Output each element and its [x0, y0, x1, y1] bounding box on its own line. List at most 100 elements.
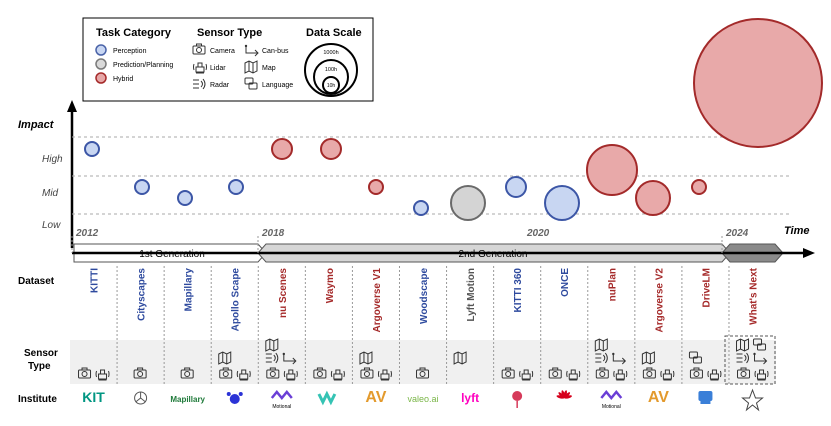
dataset-column: KITTI KIT	[78, 268, 110, 405]
dataset-name: nu Scenes	[278, 268, 289, 318]
legend-task-swatch-2	[95, 72, 107, 84]
dataset-bubble	[84, 141, 100, 157]
dataset-column: ONCE	[540, 266, 581, 399]
dataset-bubble	[228, 179, 244, 195]
institute-logo: Motional	[270, 390, 293, 410]
dataset-bubble	[544, 185, 580, 221]
whats-next-sensor-box	[724, 335, 776, 385]
camera-icon	[266, 367, 280, 379]
lidar-icon	[566, 369, 581, 381]
dataset-bubble	[635, 180, 671, 216]
institute-logo: valeo.ai	[408, 394, 439, 404]
x-axis-title: Time	[784, 225, 809, 237]
can-bus-icon	[753, 352, 768, 365]
camera-icon	[133, 367, 147, 379]
dataset-column: What's Next	[728, 266, 769, 412]
dataset-name: ONCE	[560, 268, 571, 297]
dataset-name: What's Next	[749, 267, 760, 325]
svg-text:lyft: lyft	[461, 391, 479, 405]
radar-icon	[736, 352, 750, 364]
dataset-name: KITTI	[90, 268, 101, 293]
dataset-name: Cityscapes	[137, 268, 148, 321]
dataset-column: DriveLM	[681, 266, 722, 404]
language-icon	[244, 77, 258, 90]
scale-label-1000h: 1000h	[323, 50, 338, 56]
x-axis-arrow	[803, 248, 815, 258]
dataset-column: Waymo	[304, 266, 345, 406]
map-icon	[244, 60, 258, 74]
dataset-column: Apollo Scape	[210, 266, 251, 404]
first-generation-label: 1st Generation	[139, 249, 205, 260]
legend-sensor-label-3: Map	[262, 65, 276, 72]
institute-logo: Motional	[600, 390, 623, 410]
institute-logo	[317, 390, 337, 406]
lidar-icon	[283, 369, 298, 381]
svg-text:Motional: Motional	[602, 404, 621, 410]
institute-logo: Mapillary	[170, 395, 205, 404]
dataset-bubble	[320, 138, 342, 160]
dataset-column: Lyft Motion lyft	[446, 266, 479, 405]
institute-logo: lyft	[461, 391, 479, 405]
camera-icon	[313, 367, 327, 379]
legend-task-label-2: Hybrid	[113, 76, 133, 83]
scale-label-100h: 100h	[325, 67, 337, 73]
dataset-column: KITTI 360	[493, 266, 534, 408]
row-label-sensor-1: Sensor	[24, 348, 58, 359]
map-icon	[641, 351, 655, 365]
legend-sensor-label-0: Camera	[210, 48, 235, 55]
institute-logo: AV	[365, 389, 386, 406]
dataset-bubble	[177, 190, 193, 206]
row-label-sensor-2: Type	[28, 361, 51, 372]
camera-icon	[501, 367, 515, 379]
dataset-column: Mapillary Mapillary	[163, 266, 206, 404]
language-icon	[753, 338, 767, 351]
lidar-icon	[660, 369, 675, 381]
y-level-low: Low	[42, 220, 61, 231]
map-icon	[453, 351, 467, 365]
lidar-icon	[754, 369, 769, 381]
institute-logo	[741, 388, 764, 412]
dataset-name: nuPlan	[607, 268, 618, 301]
second-generation-label: 2nd Generation	[459, 249, 528, 260]
map-icon	[359, 351, 373, 365]
camera-icon	[360, 367, 374, 379]
svg-text:AV: AV	[365, 389, 386, 406]
camera-icon	[180, 367, 194, 379]
dataset-name: KITTI 360	[513, 268, 524, 313]
map-icon	[265, 338, 279, 352]
institute-logo: KIT	[82, 389, 105, 405]
dataset-name: Mapillary	[184, 268, 195, 312]
camera-icon	[192, 43, 206, 55]
can-bus-icon	[244, 44, 259, 57]
y-axis-title: Impact	[18, 119, 55, 131]
camera-icon	[689, 367, 703, 379]
legend-sensor-label-4: Radar	[210, 82, 230, 89]
dataset-name: Lyft Motion	[466, 268, 477, 322]
axes: Impact High Mid Low 2012 2018 2020 2024 …	[18, 100, 809, 248]
y-level-mid: Mid	[42, 188, 59, 199]
map-icon	[594, 338, 608, 352]
camera-icon	[78, 367, 92, 379]
data-scale-legend: 1000h 100h 10h	[304, 43, 358, 97]
lidar-icon	[330, 369, 345, 381]
year-2012: 2012	[75, 228, 99, 239]
lidar-icon	[613, 369, 628, 381]
camera-icon	[642, 367, 656, 379]
dataset-bubble	[450, 185, 486, 221]
svg-text:valeo.ai: valeo.ai	[408, 394, 439, 404]
institute-logo	[226, 392, 243, 404]
institute-logo	[134, 391, 148, 405]
camera-icon	[548, 367, 562, 379]
legend: Task Category Sensor Type Data Scale Per…	[82, 17, 374, 102]
legend-sensor-label-1: Can-bus	[262, 48, 289, 55]
institute-logo	[556, 390, 572, 399]
dataset-name: Argoverse V2	[654, 268, 665, 333]
y-axis-arrow	[67, 100, 77, 112]
year-2018: 2018	[261, 228, 285, 239]
dataset-bubble	[505, 176, 527, 198]
can-bus-icon	[282, 352, 297, 365]
year-2024: 2024	[725, 228, 749, 239]
row-label-institute: Institute	[18, 394, 57, 405]
